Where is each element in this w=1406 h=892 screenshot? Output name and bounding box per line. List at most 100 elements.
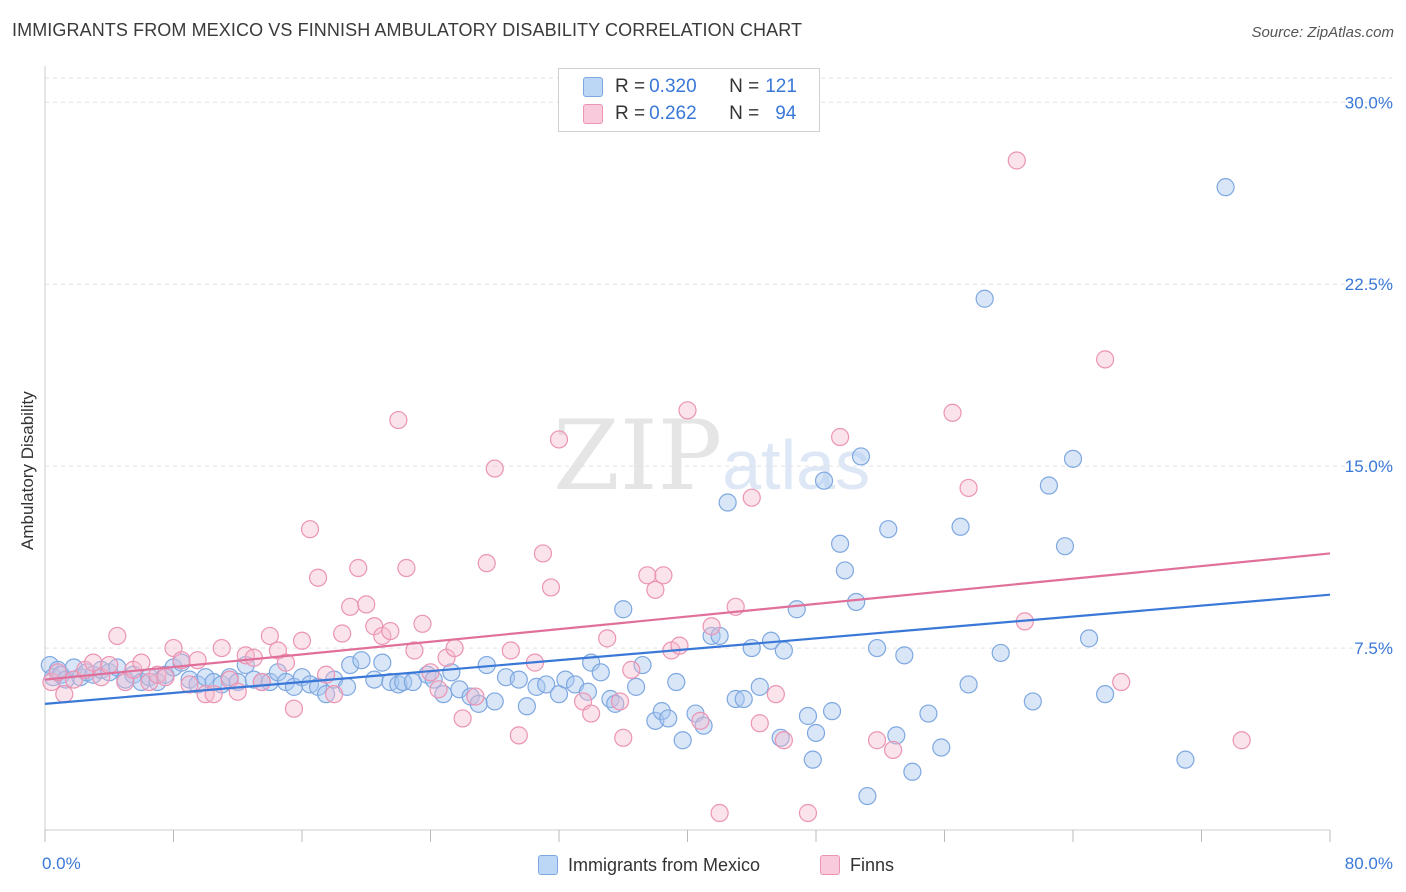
finns-point <box>646 580 665 599</box>
mexico-point <box>591 663 610 682</box>
legend-n-label: N = <box>729 103 760 124</box>
finns-point <box>292 631 312 650</box>
finns-point <box>284 699 304 718</box>
mexico-point <box>633 655 652 675</box>
mexico-point <box>341 655 360 675</box>
legend-swatch-finns <box>583 104 603 124</box>
grid-lines <box>45 77 1392 649</box>
finns-point <box>341 597 360 616</box>
mexico-point <box>814 471 834 490</box>
finns-point <box>702 617 721 636</box>
bottom-legend-swatch-finns <box>820 855 840 875</box>
mexico-point <box>694 716 713 735</box>
mexico-point <box>537 675 556 694</box>
axes <box>44 66 1331 842</box>
legend-r-label: R = <box>615 76 646 97</box>
finns-point <box>260 626 279 646</box>
finns-point <box>228 682 247 701</box>
legend-swatch-mexico <box>583 77 603 97</box>
mexico-point <box>951 517 970 536</box>
mexico-point <box>1023 692 1042 711</box>
mexico-point <box>578 682 598 701</box>
finns-point <box>389 410 408 430</box>
mexico-point <box>734 689 753 709</box>
finns-point <box>533 544 553 563</box>
trend-line-finns <box>44 552 1331 681</box>
mexico-point <box>517 697 536 716</box>
y-tick-label: 22.5% <box>1345 275 1393 294</box>
mexico-point <box>847 592 866 612</box>
mexico-point <box>774 641 793 660</box>
finns-point <box>100 655 119 675</box>
finns-point <box>509 726 528 745</box>
mexico-point <box>352 651 371 670</box>
mexico-point <box>614 600 633 619</box>
finns-point <box>349 558 368 578</box>
legend-r-value: 0.262 <box>649 103 697 124</box>
bottom-legend-mexico: Immigrants from Mexico <box>538 852 760 878</box>
legend-r-value: 0.320 <box>649 76 697 97</box>
finns-point <box>678 401 697 420</box>
mexico-point <box>798 706 818 726</box>
series-immigrants-from-mexico <box>40 178 1235 806</box>
bottom-legend-label-finns: Finns <box>850 854 895 875</box>
mexico-point <box>1216 178 1235 197</box>
finns-point <box>582 704 601 723</box>
legend-row-mexico: R = 0.320 N = 121 <box>583 74 797 100</box>
finns-point <box>654 566 673 585</box>
finns-point <box>156 668 175 687</box>
mexico-point <box>932 738 951 757</box>
finns-point <box>445 638 464 658</box>
mexico-point <box>389 675 408 694</box>
series-finns <box>42 151 1251 823</box>
mexico-point <box>1055 537 1075 556</box>
finns-point <box>943 403 962 422</box>
trend-line-mexico <box>44 593 1331 705</box>
mexico-point <box>903 762 922 781</box>
finns-point <box>501 641 520 660</box>
x-tick-label-max: 80.0% <box>1345 854 1393 873</box>
bottom-legend-finns: Finns <box>820 852 894 878</box>
bottom-legend-swatch-mexico <box>538 855 558 875</box>
mexico-point <box>652 702 671 721</box>
finns-point <box>750 714 769 733</box>
finns-point <box>325 685 344 704</box>
source-label: Source: ZipAtlas.com <box>1251 24 1394 41</box>
finns-point <box>549 430 569 449</box>
finns-point <box>867 731 887 750</box>
finns-point <box>774 731 793 750</box>
finns-point <box>405 641 424 660</box>
finns-point <box>610 692 630 711</box>
mexico-point <box>718 493 737 512</box>
finns-point <box>48 663 67 682</box>
finns-point <box>614 728 633 747</box>
mexico-point <box>673 731 692 750</box>
finns-point <box>959 478 978 498</box>
mexico-point <box>851 447 871 466</box>
finns-point <box>1007 151 1026 170</box>
mexico-point <box>830 534 850 553</box>
legend-row-finns: R = 0.262 N = 94 <box>583 101 796 127</box>
finns-point <box>598 629 617 648</box>
legend-n-value: 121 <box>765 76 797 97</box>
finns-point <box>276 653 296 672</box>
y-tick-label: 30.0% <box>1345 93 1393 112</box>
mexico-point <box>659 709 678 728</box>
finns-point <box>638 566 657 585</box>
mexico-point <box>787 600 806 619</box>
mexico-point <box>606 694 625 713</box>
finns-point <box>212 638 231 658</box>
finns-point <box>622 660 641 679</box>
mexico-point <box>919 704 938 723</box>
mexico-point <box>858 786 877 806</box>
mexico-point <box>879 520 898 539</box>
finns-point <box>180 675 199 694</box>
finns-point <box>541 578 561 597</box>
mexico-point <box>509 670 528 689</box>
mexico-point <box>1079 629 1099 648</box>
finns-point <box>55 685 74 704</box>
correlation-legend: R = 0.320 N = 121 R = 0.262 N = 94 <box>558 68 820 132</box>
bottom-legend-label-mexico: Immigrants from Mexico <box>568 854 761 875</box>
y-tick-label: 7.5% <box>1354 639 1393 658</box>
